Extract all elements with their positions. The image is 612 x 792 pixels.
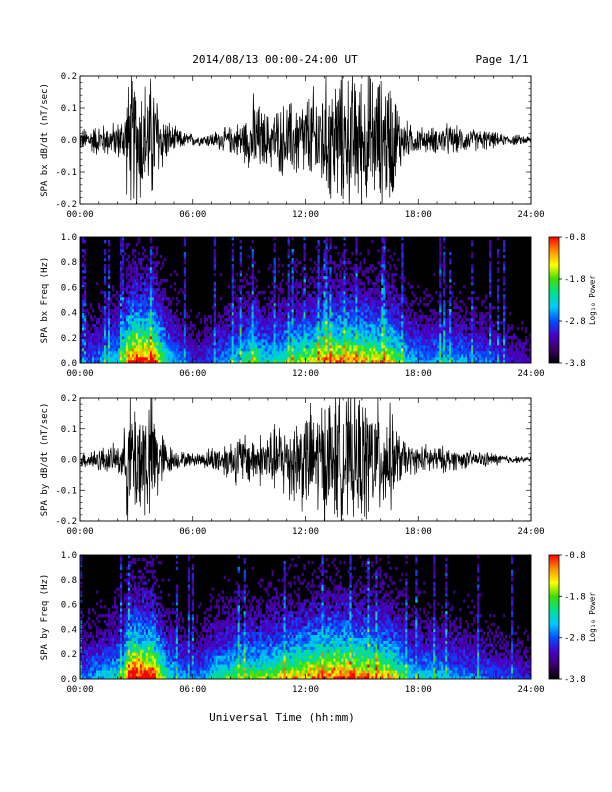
colorbar-tick-label: -2.8: [564, 634, 586, 644]
y-tick-label: 0.4: [61, 625, 77, 635]
colorbar-tick-label: -1.8: [564, 275, 586, 285]
colorbar-tick-label: -0.8: [564, 551, 586, 561]
waveform-trace: [80, 76, 531, 204]
x-tick-label: 06:00: [179, 210, 206, 220]
y-axis-title: SPA bx dB/dt (nT/sec): [40, 83, 50, 197]
y-tick-label: -0.2: [55, 200, 77, 210]
y-tick-label: 1.0: [61, 233, 77, 243]
colorbar-tick-label: -3.8: [564, 675, 586, 685]
y-axis-title: SPA by Freq (Hz): [40, 574, 50, 661]
colorbar-tick-label: -3.8: [564, 359, 586, 369]
colorbar: -0.8 -1.8 -2.8 -3.8 Log₁₀ Power: [548, 233, 597, 369]
colorbar: -0.8 -1.8 -2.8 -3.8 Log₁₀ Power: [548, 551, 597, 685]
x-tick-label: 18:00: [405, 685, 432, 695]
y-tick-label: 0.0: [61, 136, 77, 146]
y-tick-label: 0.2: [61, 334, 77, 344]
x-tick-label: 06:00: [179, 369, 206, 379]
y-tick-label: -0.1: [55, 168, 77, 178]
y-tick-label: 0.8: [61, 576, 77, 586]
x-tick-label: 06:00: [179, 527, 206, 537]
x-axis-title: Universal Time (hh:mm): [209, 711, 355, 724]
y-tick-label: 1.0: [61, 551, 77, 561]
by-spectrogram-panel: -0.8 -1.8 -2.8 -3.8 Log₁₀ Power 00:00 06:00 12:…: [40, 551, 597, 695]
x-tick-label: 00:00: [66, 210, 93, 220]
x-tick-label: 12:00: [292, 685, 319, 695]
colorbar-tick-label: -1.8: [564, 592, 586, 602]
by-waveform-panel: 00:00 06:00 12:00 18:00 24:00 0.2 0.1 0.0 -0.1 -0…: [40, 394, 545, 537]
x-tick-label: 24:00: [517, 685, 544, 695]
y-tick-label: 0.4: [61, 309, 77, 319]
y-tick-label: 0.0: [61, 456, 77, 466]
x-tick-label: 24:00: [517, 369, 544, 379]
page-indicator: Page 1/1: [476, 53, 529, 66]
x-axis: 00:00 06:00 12:00 18:00 24:00: [66, 555, 545, 695]
x-tick-label: 24:00: [517, 527, 544, 537]
y-axis: 1.0 0.8 0.6 0.4 0.2 0.0 SPA bx Freq (Hz): [40, 233, 531, 369]
x-tick-label: 24:00: [517, 210, 544, 220]
y-axis: 0.2 0.1 0.0 -0.1 -0.2 SPA bx dB/dt (nT/sec): [40, 72, 531, 210]
bx-spectrogram-panel: -0.8 -1.8 -2.8 -3.8 Log₁₀ Power 00:00 06:00 12:…: [40, 233, 597, 379]
y-tick-label: 0.2: [61, 394, 77, 404]
x-tick-label: 00:00: [66, 369, 93, 379]
x-axis: 00:00 06:00 12:00 18:00 24:00: [66, 76, 545, 220]
y-axis-title: SPA bx Freq (Hz): [40, 257, 50, 344]
y-tick-label: 0.1: [61, 104, 77, 114]
x-tick-label: 12:00: [292, 527, 319, 537]
x-tick-label: 00:00: [66, 685, 93, 695]
x-tick-label: 18:00: [405, 369, 432, 379]
spectrogram-cells: [80, 555, 531, 679]
y-axis-title: SPA by dB/dt (nT/sec): [40, 403, 50, 517]
y-tick-label: -0.2: [55, 517, 77, 527]
x-tick-label: 12:00: [292, 210, 319, 220]
x-axis: 00:00 06:00 12:00 18:00 24:00: [66, 237, 545, 379]
colorbar-label: Log₁₀ Power: [588, 275, 597, 325]
x-tick-label: 00:00: [66, 527, 93, 537]
y-tick-label: 0.6: [61, 283, 77, 293]
x-axis: 00:00 06:00 12:00 18:00 24:00: [66, 398, 545, 537]
spectrogram-cells: [80, 237, 531, 363]
y-tick-label: 0.2: [61, 650, 77, 660]
waveform-trace: [80, 398, 531, 521]
bx-waveform-panel: 00:00 06:00 12:00 18:00 24:00 0.2 0.1 0.0 -0.1 -0…: [40, 72, 545, 220]
y-tick-label: 0.6: [61, 601, 77, 611]
y-tick-label: 0.0: [61, 675, 77, 685]
y-tick-label: -0.1: [55, 486, 77, 496]
y-axis: 1.0 0.8 0.6 0.4 0.2 0.0 SPA by Freq (Hz): [40, 551, 531, 685]
x-tick-label: 12:00: [292, 369, 319, 379]
y-tick-label: 0.0: [61, 359, 77, 369]
colorbar-tick-label: -2.8: [564, 317, 586, 327]
y-tick-label: 0.1: [61, 425, 77, 435]
x-tick-label: 06:00: [179, 685, 206, 695]
colorbar-label: Log₁₀ Power: [588, 592, 597, 642]
y-axis: 0.2 0.1 0.0 -0.1 -0.2 SPA by dB/dt (nT/sec): [40, 394, 531, 527]
x-tick-label: 18:00: [405, 210, 432, 220]
x-tick-label: 18:00: [405, 527, 432, 537]
date-title: 2014/08/13 00:00-24:00 UT: [192, 53, 358, 66]
colorbar-tick-label: -0.8: [564, 233, 586, 243]
y-tick-label: 0.2: [61, 72, 77, 82]
y-tick-label: 0.8: [61, 258, 77, 268]
